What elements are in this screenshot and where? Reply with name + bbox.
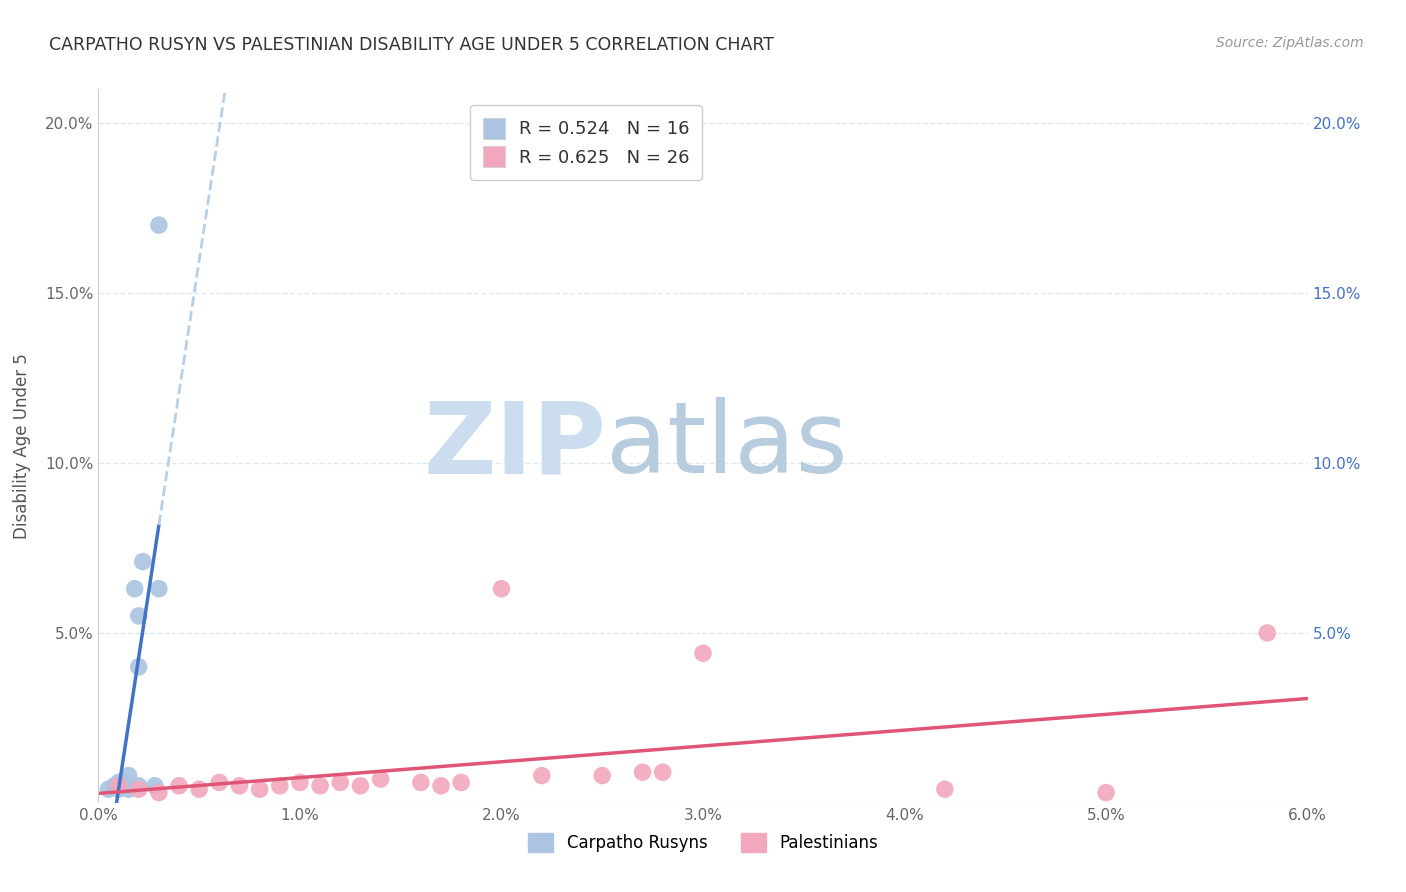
Point [107,782,129,797]
Point [934,782,956,797]
Point [591,769,613,783]
Point [349,779,371,793]
Point [167,779,190,793]
Point [128,608,150,623]
Point [128,779,150,793]
Point [692,646,714,660]
Point [1256,626,1278,640]
Point [651,765,673,780]
Point [107,779,129,793]
Point [143,779,166,793]
Point [107,775,129,789]
Point [228,779,250,793]
Point [132,555,155,569]
Point [148,786,170,800]
Point [430,779,453,793]
Point [309,779,332,793]
Point [288,775,311,789]
Point [188,782,211,797]
Point [329,775,352,789]
Point [409,775,432,789]
Text: CARPATHO RUSYN VS PALESTINIAN DISABILITY AGE UNDER 5 CORRELATION CHART: CARPATHO RUSYN VS PALESTINIAN DISABILITY… [49,36,775,54]
Point [97,782,120,797]
Point [124,582,146,596]
Point [118,769,141,783]
Point [103,779,125,793]
Point [450,775,472,789]
Text: Source: ZipAtlas.com: Source: ZipAtlas.com [1216,36,1364,50]
Point [269,779,291,793]
Point [118,782,141,797]
Point [249,782,271,797]
Point [128,660,150,674]
Point [491,582,513,596]
Text: ZIP: ZIP [423,398,606,494]
Point [114,775,136,789]
Point [1095,786,1118,800]
Point [148,218,170,232]
Point [148,582,170,596]
Point [370,772,392,786]
Legend: Carpatho Rusyns, Palestinians: Carpatho Rusyns, Palestinians [522,826,884,859]
Point [208,775,231,789]
Point [128,782,150,797]
Point [631,765,654,780]
Y-axis label: Disability Age Under 5: Disability Age Under 5 [13,353,31,539]
Text: atlas: atlas [606,398,848,494]
Point [111,779,134,793]
Point [530,769,553,783]
